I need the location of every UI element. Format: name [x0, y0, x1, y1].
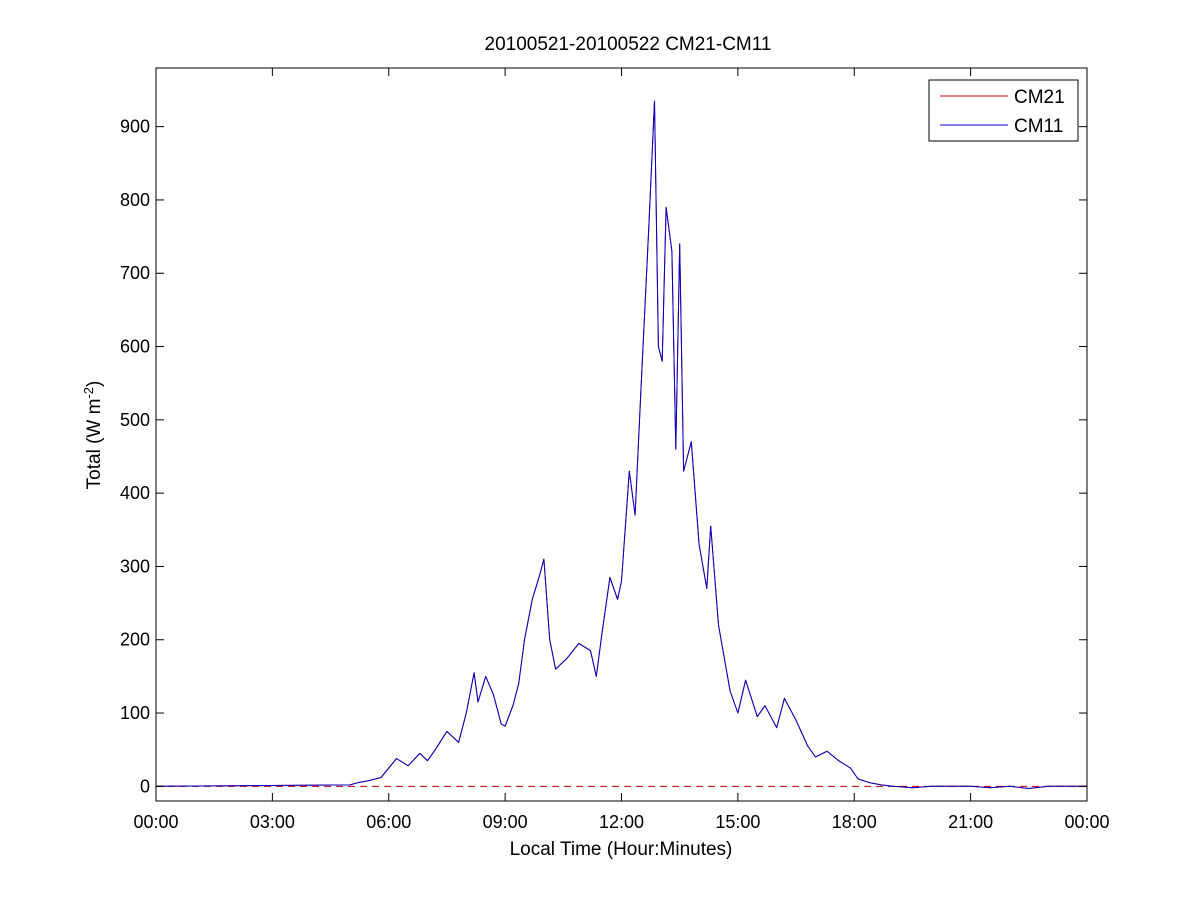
y-tick-label: 500 — [120, 410, 150, 430]
x-tick-label: 03:00 — [250, 812, 295, 832]
y-tick-label: 100 — [120, 703, 150, 723]
chart-title: 20100521-20100522 CM21-CM11 — [485, 34, 772, 55]
x-tick-label: 18:00 — [832, 812, 877, 832]
y-tick-label: 200 — [120, 630, 150, 650]
x-tick-label: 00:00 — [133, 812, 178, 832]
legend-box — [928, 79, 1079, 142]
y-axis-label-sup: -2 — [81, 387, 96, 399]
series-line-cm11 — [155, 100, 1087, 789]
x-tick-label: 00:00 — [1064, 812, 1109, 832]
x-tick-label: 12:00 — [599, 812, 644, 832]
y-tick-label: 600 — [120, 337, 150, 357]
y-tick-label: 700 — [120, 263, 150, 283]
y-tick-label: 300 — [120, 556, 150, 576]
x-tick-label: 21:00 — [948, 812, 993, 832]
y-axis-label-close: ) — [84, 381, 105, 387]
y-tick-label: 0 — [140, 776, 150, 796]
y-tick-label: 800 — [120, 190, 150, 210]
series-group — [155, 100, 1087, 789]
y-tick-label: 400 — [120, 483, 150, 503]
legend: CM21 CM11 — [928, 79, 1079, 142]
x-tick-label: 15:00 — [715, 812, 760, 832]
y-axis-label: Total (W m-2) — [81, 381, 105, 490]
legend-label-cm21: CM21 — [1014, 87, 1065, 108]
y-tick-label: 900 — [120, 117, 150, 137]
y-axis-label-main: Total (W m — [84, 399, 105, 490]
x-axis-label: Local Time (Hour:Minutes) — [510, 839, 733, 860]
x-axis: 00:00 03:00 06:00 09:00 12:00 15:00 18:00 21:00… — [133, 68, 1110, 832]
x-tick-label: 09:00 — [483, 812, 528, 832]
y-axis: 0 100 200 300 400 500 600 700 800 900 — [120, 117, 1087, 796]
x-tick-label: 06:00 — [366, 812, 411, 832]
legend-label-cm11: CM11 — [1014, 116, 1063, 137]
